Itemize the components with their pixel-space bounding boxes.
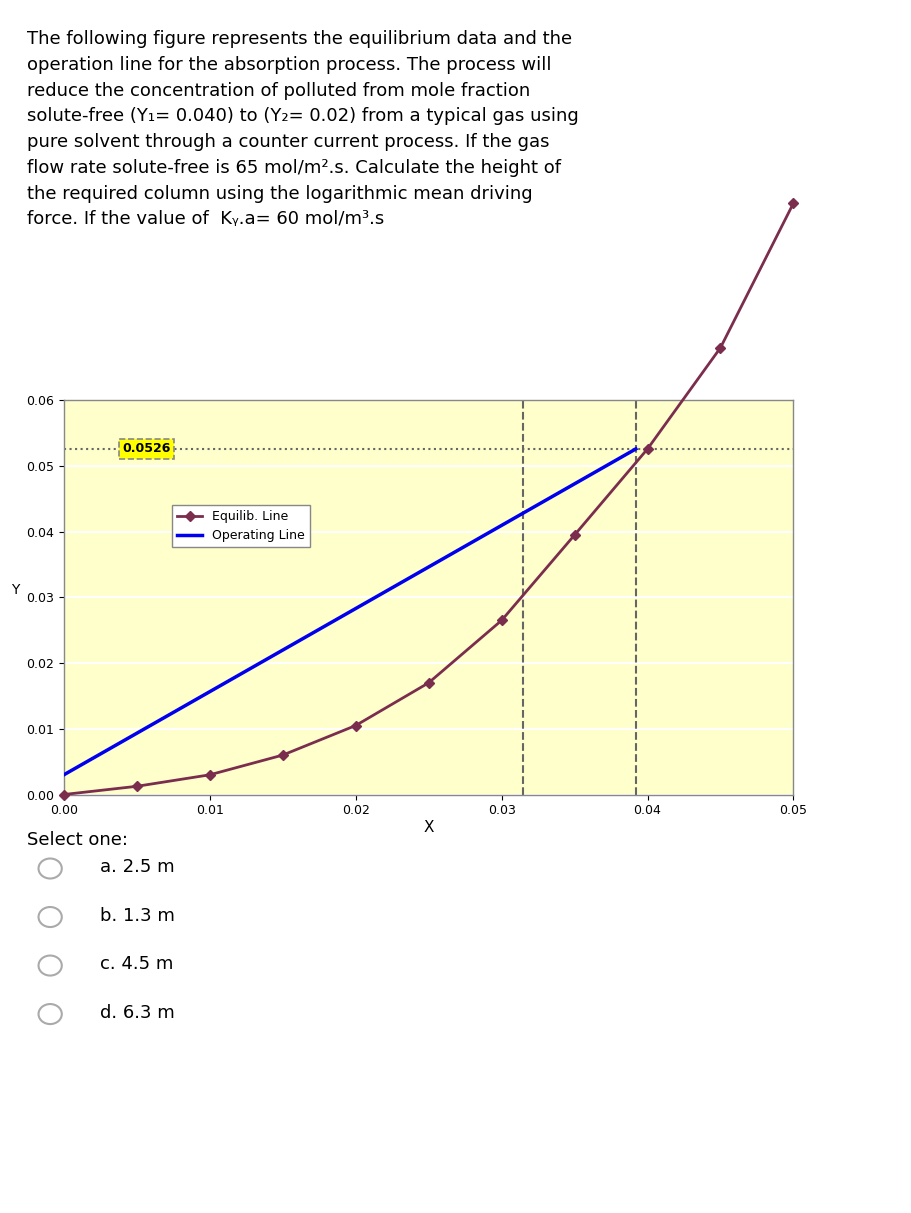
Text: a. 2.5 m: a. 2.5 m — [100, 859, 175, 876]
Equilib. Line — [350, 718, 361, 733]
Equilib. Line — [641, 442, 652, 456]
Equilib. Line — [496, 613, 507, 627]
Equilib. Line — [204, 768, 215, 782]
Ellipse shape — [38, 859, 62, 878]
Equilib. Line — [423, 676, 434, 690]
Text: 0.0526: 0.0526 — [122, 443, 170, 455]
Text: The following figure represents the equilibrium data and the
operation line for : The following figure represents the equi… — [27, 30, 578, 228]
Ellipse shape — [38, 907, 62, 927]
Text: b. 1.3 m: b. 1.3 m — [100, 907, 175, 924]
Ellipse shape — [38, 956, 62, 975]
Text: d. 6.3 m: d. 6.3 m — [100, 1004, 175, 1021]
Ellipse shape — [38, 1004, 62, 1024]
Equilib. Line — [131, 779, 142, 793]
Equilib. Line — [568, 528, 579, 542]
Equilib. Line — [277, 747, 288, 763]
Equilib. Line — [58, 787, 69, 802]
Legend: Equilib. Line, Operating Line: Equilib. Line, Operating Line — [172, 505, 310, 547]
X-axis label: X: X — [423, 820, 434, 835]
Equilib. Line — [714, 341, 725, 355]
Equilib. Line — [787, 195, 798, 211]
Text: Select one:: Select one: — [27, 831, 128, 849]
Line: Equilib. Line: Equilib. Line — [60, 200, 796, 798]
Y-axis label: Y: Y — [11, 583, 19, 598]
Text: c. 4.5 m: c. 4.5 m — [100, 956, 173, 973]
